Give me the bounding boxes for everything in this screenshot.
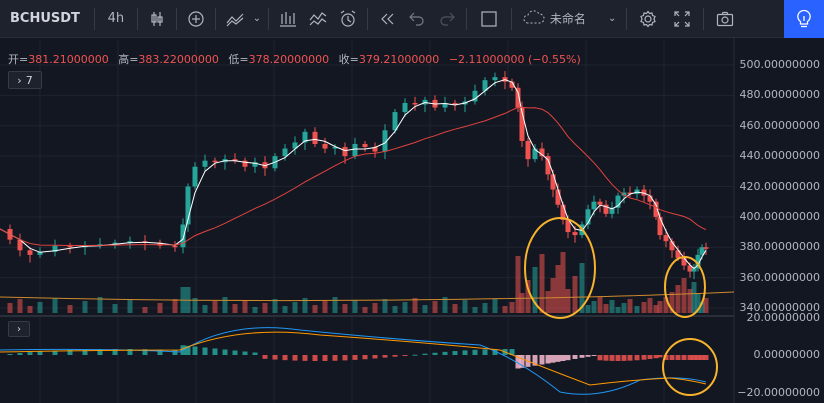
divider	[175, 7, 177, 30]
top-toolbar: BCHUSDT 4h ⌄ 未命名 ⌄	[0, 0, 824, 38]
undo-icon[interactable]	[402, 0, 432, 38]
macd-axis-tick: 0.00000000	[753, 348, 820, 361]
chevron-down-icon: ⌄	[607, 13, 617, 24]
lightbulb-icon[interactable]	[784, 0, 824, 38]
macd-axis-tick: 20.00000000	[746, 311, 820, 324]
low-value: 378.20000000	[248, 53, 330, 66]
price-axis-tick: 480.00000000	[739, 88, 820, 102]
divider	[465, 7, 467, 30]
chevron-right-icon: ›	[17, 73, 22, 87]
divider	[703, 7, 705, 30]
divider	[267, 7, 269, 30]
interval-button[interactable]: 4h	[107, 11, 125, 26]
price-axis-tick: 420.00000000	[739, 179, 820, 193]
redo-icon[interactable]	[432, 0, 462, 38]
price-chart-canvas[interactable]	[0, 38, 824, 403]
price-axis-tick: 460.00000000	[739, 118, 820, 132]
macd-axis-tick: −20.00000000	[737, 386, 820, 399]
price-axis-tick: 440.00000000	[739, 149, 820, 163]
chart-area[interactable]	[0, 38, 824, 403]
macd-pane-toggle-button[interactable]: ›	[8, 321, 30, 337]
settings-gear-icon[interactable]	[631, 0, 665, 38]
divider	[366, 7, 368, 30]
high-label: 高=	[118, 53, 139, 66]
add-circle-icon[interactable]	[181, 0, 211, 38]
open-label: 开=	[8, 53, 29, 66]
indicator-count: 7	[25, 73, 33, 87]
cloud-icon	[522, 9, 546, 28]
divider	[214, 7, 216, 30]
price-axis-tick: 500.00000000	[739, 58, 820, 71]
chart-name-dropdown[interactable]: 未命名 ⌄	[516, 0, 622, 38]
layout-square-icon[interactable]	[471, 0, 507, 38]
price-axis-tick: 340.00000000	[739, 301, 820, 314]
bar-chart-icon[interactable]	[273, 0, 303, 38]
divider	[510, 7, 512, 30]
change-value: −2.11000000 (−0.55%)	[448, 53, 581, 66]
ohlc-legend: 开=381.21000000 高=383.22000000 低=378.2000…	[8, 51, 587, 67]
price-axis-tick: 360.00000000	[739, 270, 820, 284]
chevron-right-icon: ›	[17, 323, 21, 335]
compare-icon[interactable]	[303, 0, 333, 38]
camera-icon[interactable]	[708, 0, 742, 38]
symbol-search[interactable]: BCHUSDT	[10, 11, 80, 26]
divider	[626, 7, 628, 30]
divider	[93, 7, 95, 30]
close-label: 收=	[338, 53, 359, 66]
alert-clock-icon[interactable]	[333, 0, 363, 38]
close-value: 379.21000000	[358, 53, 440, 66]
replay-icon[interactable]	[372, 0, 402, 38]
candles-icon[interactable]	[142, 0, 172, 38]
price-axis-tick: 400.00000000	[739, 209, 820, 223]
price-axis-tick: 380.00000000	[739, 240, 820, 254]
indicators-icon[interactable]	[220, 0, 250, 38]
indicators-toggle-button[interactable]: › 7	[8, 71, 42, 89]
open-value: 381.21000000	[28, 53, 109, 66]
chart-name-label: 未命名	[549, 12, 586, 26]
high-value: 383.22000000	[138, 53, 219, 66]
fullscreen-icon[interactable]	[665, 0, 699, 38]
low-label: 低=	[228, 53, 249, 66]
chevron-down-icon[interactable]: ⌄	[252, 13, 262, 24]
divider	[136, 7, 138, 30]
